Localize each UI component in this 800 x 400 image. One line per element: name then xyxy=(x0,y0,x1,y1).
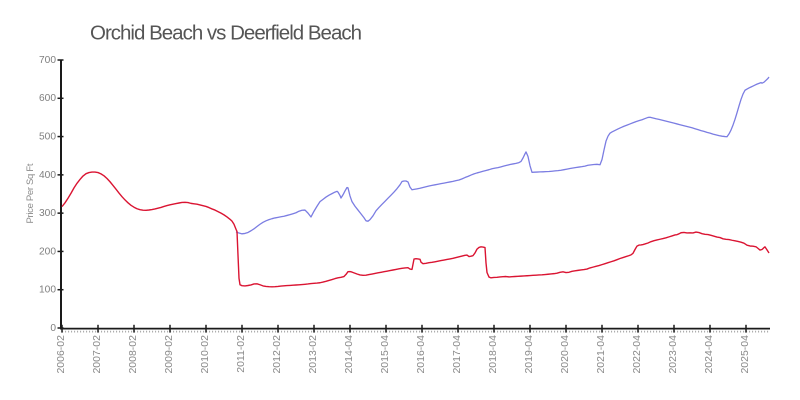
svg-text:0: 0 xyxy=(50,323,56,334)
svg-text:200: 200 xyxy=(39,246,56,257)
svg-text:700: 700 xyxy=(39,55,56,66)
svg-text:2016-04: 2016-04 xyxy=(415,335,427,374)
svg-text:2022-04: 2022-04 xyxy=(631,335,643,374)
svg-text:Price Per Sq Ft: Price Per Sq Ft xyxy=(25,163,36,223)
svg-text:2013-02: 2013-02 xyxy=(307,335,319,374)
svg-text:600: 600 xyxy=(39,93,56,104)
svg-text:Orchid Beach vs Deerfield Beac: Orchid Beach vs Deerfield Beach xyxy=(90,22,362,45)
svg-text:2025-04: 2025-04 xyxy=(739,335,751,374)
svg-text:400: 400 xyxy=(39,170,56,181)
svg-text:2020-04: 2020-04 xyxy=(559,335,571,374)
svg-text:100: 100 xyxy=(39,285,56,296)
svg-text:2009-02: 2009-02 xyxy=(163,335,175,374)
svg-text:300: 300 xyxy=(39,208,56,219)
svg-text:2007-02: 2007-02 xyxy=(91,335,103,374)
svg-text:500: 500 xyxy=(39,131,56,142)
svg-text:2010-02: 2010-02 xyxy=(199,335,211,374)
svg-text:2024-04: 2024-04 xyxy=(703,335,715,374)
svg-text:2023-04: 2023-04 xyxy=(667,335,679,374)
svg-text:2012-02: 2012-02 xyxy=(271,335,283,374)
svg-text:2021-04: 2021-04 xyxy=(595,335,607,374)
svg-text:2017-04: 2017-04 xyxy=(451,335,463,374)
svg-text:2018-04: 2018-04 xyxy=(487,335,499,374)
svg-text:2006-02: 2006-02 xyxy=(55,335,67,374)
svg-text:2008-02: 2008-02 xyxy=(127,335,139,374)
svg-text:2019-04: 2019-04 xyxy=(523,335,535,374)
svg-text:2014-04: 2014-04 xyxy=(343,335,355,374)
svg-text:2015-04: 2015-04 xyxy=(379,335,391,374)
svg-text:2011-02: 2011-02 xyxy=(235,335,247,373)
